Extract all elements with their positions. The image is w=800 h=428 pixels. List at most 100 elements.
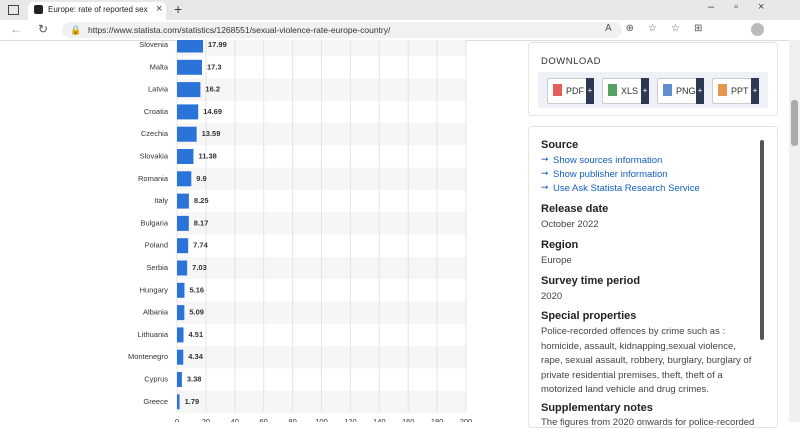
x-tick-label: 0 [175, 417, 179, 422]
bar-chart: 0 20 40 60 80 100 120 140 160 180 200 Slovenia 17.99… [128, 40, 473, 422]
x-tick-label: 80 [288, 417, 296, 422]
window-controls[interactable]: –▫× [708, 1, 785, 13]
bar [177, 372, 182, 387]
category-label: Poland [145, 241, 168, 250]
source-link[interactable]: Use Ask Statista Research Service [553, 183, 700, 194]
value-label: 13.59 [202, 129, 221, 138]
value-label: 4.34 [188, 352, 203, 361]
profile-icon[interactable] [751, 23, 764, 36]
bar [177, 104, 199, 120]
bar [177, 260, 188, 276]
page-scrollbar[interactable] [789, 40, 800, 422]
bar [177, 215, 189, 231]
link-arrow: ➞ [541, 154, 549, 164]
survey-title: Survey time period [541, 275, 641, 287]
value-label: 11.38 [198, 151, 216, 160]
download-add[interactable]: + [696, 78, 704, 104]
url-field[interactable] [62, 22, 622, 38]
download-add[interactable]: + [751, 78, 759, 104]
value-label: 5.16 [189, 285, 204, 294]
x-tick-label: 180 [431, 417, 444, 422]
release-title: Release date [541, 203, 609, 215]
link-arrow: ➞ [541, 168, 549, 178]
tab[interactable] [28, 2, 166, 20]
source-title: Source [541, 139, 579, 151]
x-tick-label: 200 [460, 417, 473, 422]
tab-bar [0, 0, 800, 20]
bar [177, 40, 203, 53]
bar [177, 82, 201, 98]
refresh-icon[interactable]: ↻ [38, 22, 49, 36]
survey-text: 2020 [541, 291, 563, 302]
notes-title: Supplementary notes [541, 402, 653, 414]
back-icon[interactable]: ← [10, 22, 22, 36]
x-tick-label: 60 [260, 417, 268, 422]
category-label: Czechia [141, 129, 169, 138]
x-tick-label: 40 [231, 417, 239, 422]
special-title: Special properties [541, 310, 637, 322]
category-label: Montenegro [128, 352, 168, 361]
value-label: 16.2 [205, 85, 220, 94]
category-label: Cyprus [144, 374, 168, 383]
download-add[interactable]: + [641, 78, 649, 104]
notes-text: The figures from 2020 onwards for police… [541, 417, 755, 428]
value-label: 4.51 [189, 330, 204, 339]
bar [177, 126, 197, 142]
url-text: https://www.statista.com/statistics/1268… [88, 25, 391, 35]
bar [177, 327, 184, 343]
bar [177, 305, 185, 321]
category-label: Slovakia [140, 151, 169, 160]
bar [177, 238, 189, 254]
download-add[interactable]: + [586, 78, 594, 104]
page-scrollbar-thumb[interactable] [791, 100, 798, 146]
link-arrow: ➞ [541, 182, 549, 192]
value-label: 8.25 [194, 196, 209, 205]
value-label: 5.09 [189, 308, 204, 317]
value-label: 17.3 [207, 62, 222, 71]
category-label: Croatia [144, 107, 169, 116]
new-tab-icon[interactable]: + [174, 1, 183, 17]
bar [177, 282, 185, 298]
x-tick-label: 140 [373, 417, 386, 422]
download-title: DOWNLOAD [541, 56, 601, 67]
bar [177, 59, 202, 75]
source-link[interactable]: Show publisher information [553, 169, 668, 180]
bar [177, 171, 192, 187]
download-button-label: PNG [676, 86, 696, 96]
category-label: Slovenia [139, 40, 169, 49]
category-label: Bulgaria [140, 218, 168, 227]
category-label: Albania [143, 308, 169, 317]
region-text: Europe [541, 255, 572, 266]
panel-scrollbar[interactable] [760, 140, 764, 340]
close-tab-icon[interactable]: × [156, 3, 163, 15]
toolbar-icons[interactable]: A⊕☆☆⊞ [605, 23, 717, 34]
category-label: Serbia [146, 263, 169, 272]
value-label: 17.99 [208, 40, 227, 49]
x-tick-label: 160 [402, 417, 415, 422]
bar [177, 394, 180, 410]
bar [177, 349, 184, 365]
category-label: Hungary [140, 285, 169, 294]
category-label: Lithuania [138, 330, 169, 339]
value-label: 7.74 [193, 241, 208, 250]
file-icon [553, 84, 562, 96]
special-text: Police-recorded offences by crime such a… [541, 326, 752, 395]
value-label: 3.38 [187, 374, 202, 383]
download-button-label: XLS [621, 86, 639, 96]
value-label: 14.69 [203, 107, 222, 116]
value-label: 7.03 [192, 263, 207, 272]
tab-actions-icon[interactable] [8, 5, 19, 15]
source-link[interactable]: Show sources information [553, 155, 663, 166]
favicon [34, 5, 43, 14]
value-label: 9.9 [196, 174, 206, 183]
file-icon [718, 84, 727, 96]
tab-title: Europe: rate of reported sexual v [48, 5, 148, 14]
category-label: Italy [154, 196, 168, 205]
file-icon [663, 84, 672, 96]
value-label: 1.79 [185, 397, 200, 406]
bar [177, 149, 194, 164]
file-icon [608, 84, 617, 96]
download-button-label: PDF [566, 86, 584, 96]
category-label: Malta [150, 62, 169, 71]
